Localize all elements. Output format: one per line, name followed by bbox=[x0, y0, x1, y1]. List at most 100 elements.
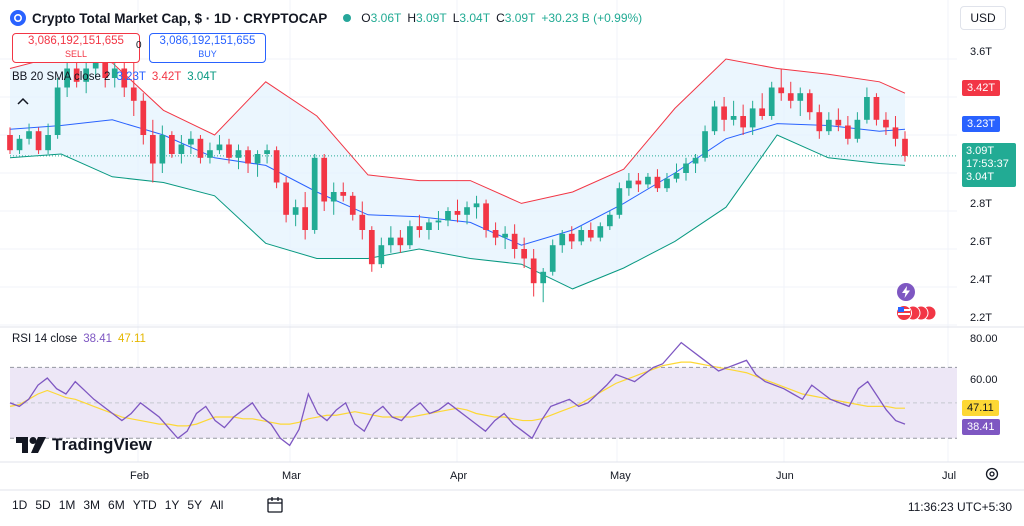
candle-body bbox=[254, 154, 261, 164]
candle-body bbox=[768, 87, 775, 116]
rsi-line bbox=[9, 341, 906, 447]
buy-button[interactable]: 3,086,192,151,655 BUY bbox=[149, 33, 266, 63]
range-ytd[interactable]: YTD bbox=[132, 498, 157, 512]
candle-body bbox=[169, 135, 175, 154]
candle-body bbox=[111, 68, 118, 78]
candle-body bbox=[578, 230, 585, 242]
candle-body bbox=[502, 233, 508, 238]
change-value: +30.23 B (+0.99%) bbox=[541, 11, 643, 25]
range-all[interactable]: All bbox=[210, 498, 224, 512]
candle-body bbox=[26, 131, 32, 139]
symbol-header: Crypto Total Market Cap, $ · 1D · CRYPTO… bbox=[10, 8, 642, 28]
bb-fill bbox=[10, 55, 905, 289]
sell-button[interactable]: 3,086,192,151,655 SELL bbox=[12, 33, 140, 63]
sell-label: SELL bbox=[64, 49, 88, 59]
candle-body bbox=[778, 87, 785, 94]
bb-lower-line bbox=[9, 134, 906, 290]
candle-body bbox=[35, 131, 42, 151]
range-6m[interactable]: 6M bbox=[108, 498, 125, 512]
crypto-logo-icon bbox=[10, 10, 26, 26]
candle-body bbox=[216, 144, 223, 151]
currency-button[interactable]: USD bbox=[960, 6, 1006, 30]
buy-label: BUY bbox=[198, 49, 217, 59]
candle-body bbox=[83, 68, 90, 82]
candle-body bbox=[835, 119, 842, 126]
candle-body bbox=[92, 62, 99, 69]
go-to-date-calendar-icon[interactable] bbox=[266, 496, 284, 514]
time-tick: Mar bbox=[282, 470, 301, 482]
rsi-sma-line bbox=[9, 361, 905, 427]
candle-body bbox=[207, 150, 213, 158]
candle-body bbox=[664, 178, 670, 189]
candle-body bbox=[873, 97, 880, 120]
bb-indicator-name: BB 20 SMA close 2 bbox=[12, 71, 111, 83]
range-1m[interactable]: 1M bbox=[58, 498, 76, 512]
rsi-tick: 60.00 bbox=[970, 374, 998, 386]
candle-body bbox=[530, 258, 537, 284]
candle-body bbox=[683, 163, 689, 173]
candle-body bbox=[387, 237, 394, 246]
candle-body bbox=[349, 195, 356, 215]
candle-body bbox=[549, 245, 556, 272]
spread-value: 0 bbox=[136, 40, 142, 51]
candle-body bbox=[797, 93, 804, 101]
range-1d[interactable]: 1D bbox=[12, 498, 28, 512]
time-tick: Jun bbox=[776, 470, 794, 482]
candle-body bbox=[673, 173, 680, 179]
tradingview-logo[interactable]: TradingView bbox=[16, 435, 152, 455]
candle-body bbox=[121, 68, 128, 88]
candle-body bbox=[7, 135, 13, 151]
candle-body bbox=[416, 226, 423, 230]
rsi-legend[interactable]: RSI 14 close 38.41 47.11 bbox=[12, 333, 146, 345]
range-1y[interactable]: 1Y bbox=[164, 498, 180, 512]
price-tick: 2.6T bbox=[970, 236, 993, 248]
candle-body bbox=[540, 271, 547, 284]
candle-body bbox=[606, 214, 613, 227]
rsi-pane bbox=[9, 341, 957, 447]
range-5y[interactable]: 5Y bbox=[187, 498, 203, 512]
sell-price: 3,086,192,151,655 bbox=[28, 35, 124, 47]
candle-body bbox=[587, 230, 594, 238]
last-price-tag: 3.09T 17:53:37 3.04T bbox=[962, 143, 1016, 187]
candle-body bbox=[264, 150, 270, 154]
time-tick: Jul bbox=[942, 470, 957, 482]
candle-body bbox=[854, 119, 861, 139]
time-tick: Apr bbox=[450, 470, 468, 482]
candle-body bbox=[435, 220, 442, 223]
symbol-title[interactable]: Crypto Total Market Cap, $ · 1D · CRYPTO… bbox=[32, 10, 328, 26]
candle-body bbox=[102, 62, 109, 78]
candle-body bbox=[273, 150, 280, 183]
candle-body bbox=[235, 150, 242, 158]
bb-basis-value: 3.23T bbox=[116, 71, 146, 83]
range-5d[interactable]: 5D bbox=[35, 498, 51, 512]
candle-body bbox=[397, 237, 404, 246]
candle-body bbox=[464, 207, 470, 215]
candle-body bbox=[159, 135, 166, 164]
clock-timezone[interactable]: 11:36:23 UTC+5:30 bbox=[907, 500, 1012, 514]
bb-legend[interactable]: BB 20 SMA close 2 3.23T 3.42T 3.04T bbox=[12, 71, 217, 83]
candle-body bbox=[178, 144, 185, 154]
candle-body bbox=[511, 233, 518, 249]
ohlc-label: L bbox=[452, 11, 460, 25]
candle-body bbox=[702, 131, 708, 158]
candle-body bbox=[749, 108, 756, 128]
candle-body bbox=[130, 87, 137, 101]
settings-gear-icon[interactable] bbox=[984, 466, 1000, 482]
ohlc-value: 3.09T bbox=[416, 11, 447, 25]
candle-body bbox=[473, 203, 480, 208]
flash-icon[interactable] bbox=[897, 283, 915, 301]
tradingview-wordmark: TradingView bbox=[52, 435, 152, 454]
collapse-legend-icon[interactable] bbox=[12, 92, 34, 110]
range-3m[interactable]: 3M bbox=[83, 498, 101, 512]
candle-body bbox=[64, 68, 70, 88]
price-tick: 2.8T bbox=[970, 198, 993, 210]
bb-upper-line bbox=[9, 54, 906, 204]
economic-events-flags-icon[interactable] bbox=[895, 305, 937, 321]
candle-body bbox=[654, 176, 661, 189]
bb-basis-tag: 3.23T bbox=[962, 116, 1001, 132]
candle-body bbox=[292, 207, 299, 215]
candle-body bbox=[283, 182, 289, 215]
candle-body bbox=[568, 233, 575, 242]
candle-body bbox=[16, 138, 23, 151]
